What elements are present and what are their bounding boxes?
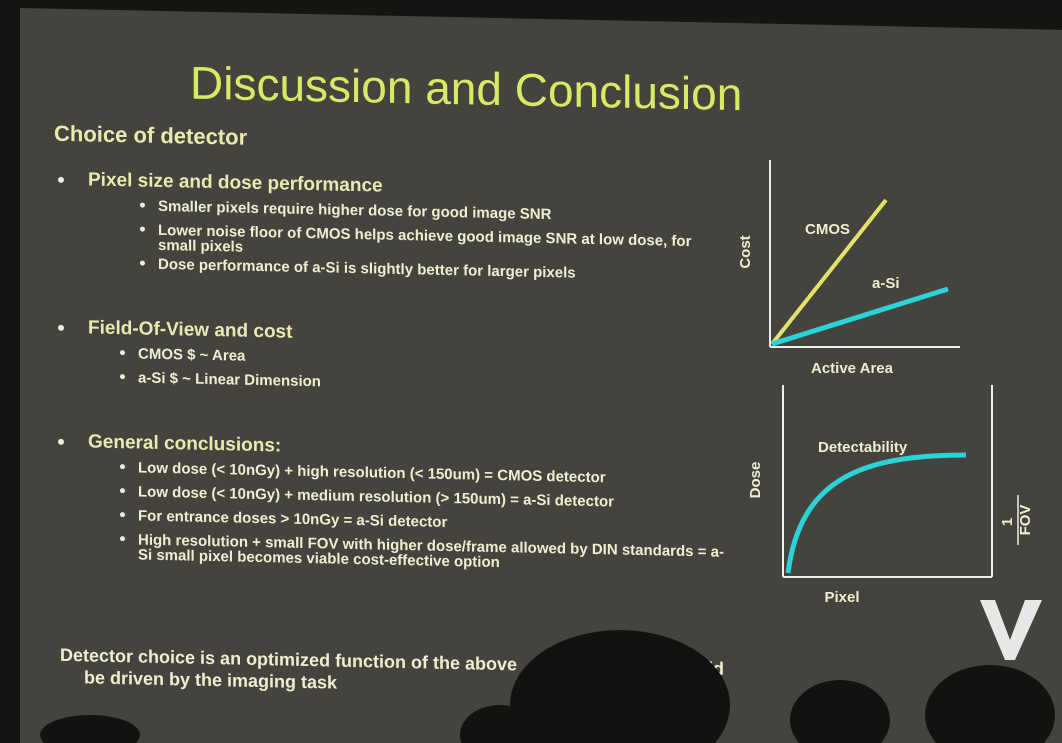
head <box>40 715 140 743</box>
cmos-line <box>770 198 888 346</box>
axis-label: Active Area <box>811 360 894 377</box>
head <box>925 665 1055 743</box>
logo <box>980 600 1042 660</box>
curve-label: Detectability <box>818 439 908 456</box>
fraction-num: 1 <box>999 518 1016 526</box>
asi-line <box>771 286 949 347</box>
head <box>510 630 730 743</box>
diagram-dose: Dose Detectability Pixel 1 FOV <box>747 385 1034 606</box>
logo-mark <box>980 600 1042 660</box>
axis-label: Dose <box>747 462 764 499</box>
line-label: CMOS <box>805 221 850 238</box>
head <box>460 705 540 743</box>
head <box>790 680 890 743</box>
audience-heads <box>40 630 1055 743</box>
diagram-cost: Cost CMOS a-Si Active Area <box>737 160 960 377</box>
fraction-den: FOV <box>1017 505 1034 536</box>
axis-label: Pixel <box>824 589 859 606</box>
detectability-curve <box>785 452 967 574</box>
axis-label: Cost <box>737 235 754 268</box>
line-label: a-Si <box>872 275 900 292</box>
